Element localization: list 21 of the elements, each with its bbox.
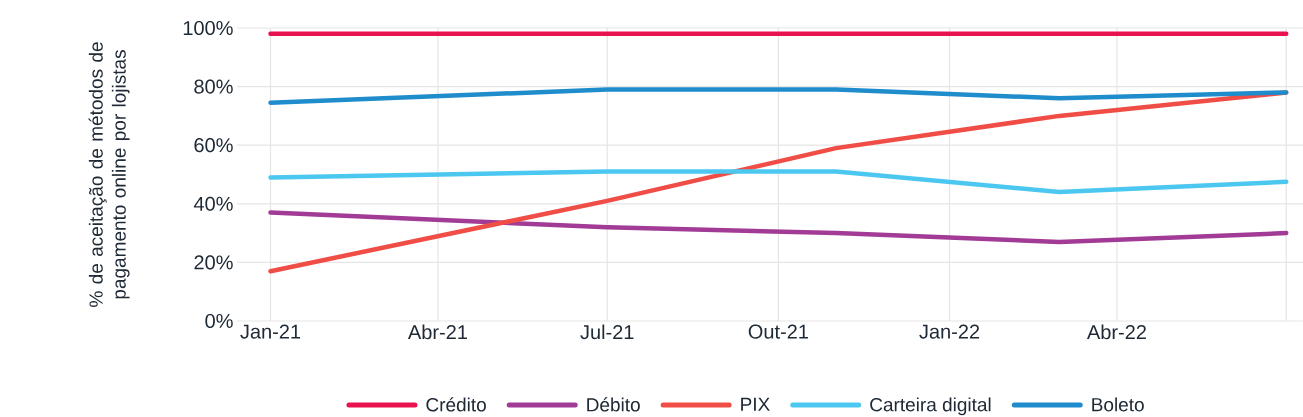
y-tick-label: 20% (194, 255, 233, 270)
x-tick-label: Jan-21 (240, 324, 301, 339)
x-tick-label: Out-21 (748, 324, 808, 339)
line-series (268, 87, 1289, 105)
line-series (268, 169, 1289, 195)
legend-label: PIX (741, 397, 770, 411)
y-tick-label: 100% (183, 20, 233, 36)
legend-label: Carteira digital (870, 397, 991, 416)
y-tick-label: 60% (194, 138, 233, 153)
x-tick-label: Abr-21 (407, 324, 467, 340)
legend-label: Débito (587, 397, 640, 412)
y-axis-title: % de aceitação de métodos de pagamento online por lojistas (88, 42, 130, 307)
x-tick-label: Abr-22 (1086, 324, 1146, 340)
y-tick-label: 40% (193, 196, 233, 211)
x-tick-label: Jan-22 (919, 324, 980, 339)
y-tick-label: 80% (194, 79, 233, 94)
y-tick-label: 0% (205, 313, 233, 329)
x-tick-label: Jul-21 (580, 324, 634, 340)
legend-label: Boleto (1092, 397, 1144, 412)
legend-label: Crédito (426, 397, 486, 412)
line-series (268, 210, 1289, 245)
